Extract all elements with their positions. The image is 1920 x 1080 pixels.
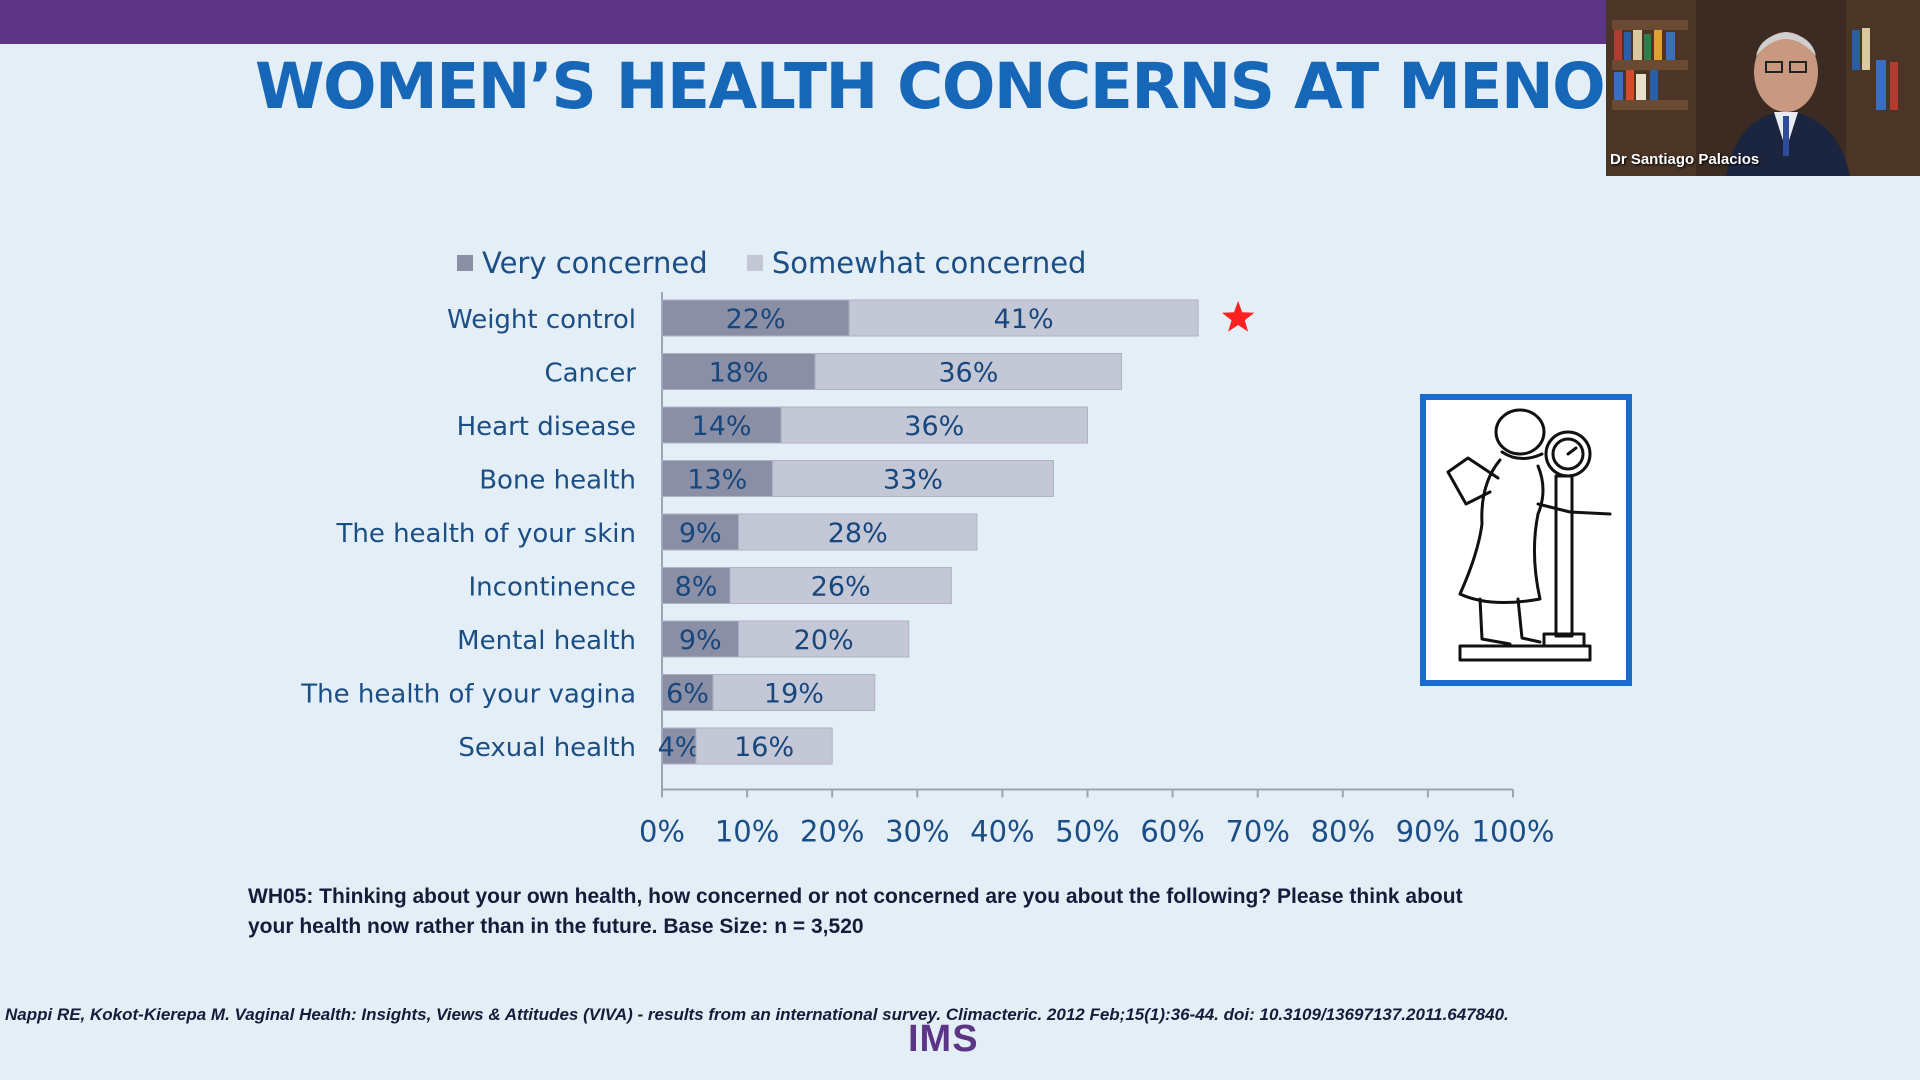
- survey-question-footnote: WH05: Thinking about your own health, ho…: [248, 885, 1463, 938]
- category-label-weight-control: Weight control: [447, 305, 636, 335]
- legend-label-very-concerned: Very concerned: [482, 246, 708, 280]
- x-tick-label: 80%: [1311, 815, 1375, 849]
- category-label-cancer: Cancer: [544, 359, 636, 389]
- star-icon: [1222, 301, 1255, 332]
- legend-swatch-very-concerned: [457, 255, 473, 271]
- speaker-video-frame: [1606, 0, 1920, 176]
- bar-somewhat-concerned-mental-health: [738, 620, 910, 658]
- data-label-somewhat-concerned: 28%: [828, 518, 888, 549]
- speaker-name-label: Dr Santiago Palacios: [1610, 151, 1760, 168]
- speaker-video-tile[interactable]: Dr Santiago Palacios: [1606, 0, 1920, 176]
- bar-very-concerned-the-health-of-your-vagina: [661, 674, 714, 711]
- category-label-mental-health: Mental health: [457, 626, 636, 656]
- data-label-somewhat-concerned: 33%: [883, 465, 943, 496]
- bar-somewhat-concerned-cancer: [814, 353, 1123, 390]
- data-label-somewhat-concerned: 36%: [938, 358, 998, 389]
- bar-somewhat-concerned-the-health-of-your-vagina: [712, 674, 876, 711]
- data-label-very-concerned: 9%: [679, 518, 722, 549]
- category-label-the-health-of-your-vagina: The health of your vagina: [300, 680, 636, 710]
- ims-logo: IMS: [908, 1018, 979, 1060]
- bar-somewhat-concerned-weight-control: [848, 299, 1199, 337]
- reference-citation: Nappi RE, Kokot-Kierepa M. Vaginal Healt…: [5, 1005, 1509, 1024]
- bar-somewhat-concerned-the-health-of-your-skin: [738, 513, 978, 551]
- bar-somewhat-concerned-heart-disease: [780, 406, 1088, 444]
- data-label-very-concerned: 4%: [658, 732, 701, 763]
- chart-legend: Very concerned Somewhat concerned: [457, 244, 1116, 280]
- category-label-heart-disease: Heart disease: [457, 412, 636, 442]
- data-label-somewhat-concerned: 20%: [794, 625, 854, 656]
- x-tick-label: 90%: [1396, 815, 1460, 849]
- data-label-somewhat-concerned: 19%: [764, 679, 824, 710]
- woman-on-scale-icon: [1420, 394, 1632, 686]
- x-tick-label: 20%: [800, 815, 864, 849]
- bar-somewhat-concerned-bone-health: [772, 460, 1054, 497]
- header-bar: [0, 0, 1920, 44]
- legend-item-somewhat-concerned: Somewhat concerned: [746, 246, 1087, 280]
- bar-very-concerned-cancer: [661, 353, 816, 390]
- x-tick-label: 40%: [970, 815, 1034, 849]
- bar-very-concerned-the-health-of-your-skin: [661, 513, 740, 551]
- bar-very-concerned-sexual-health: [661, 727, 697, 765]
- data-label-very-concerned: 14%: [692, 411, 752, 442]
- bar-somewhat-concerned-sexual-health: [695, 727, 833, 765]
- x-tick-label: 10%: [715, 815, 779, 849]
- bar-very-concerned-bone-health: [661, 460, 774, 497]
- data-label-very-concerned: 6%: [666, 679, 709, 710]
- data-label-somewhat-concerned: 16%: [734, 732, 794, 763]
- legend-swatch-somewhat-concerned: [746, 255, 763, 271]
- data-label-very-concerned: 22%: [726, 304, 786, 335]
- data-label-somewhat-concerned: 36%: [904, 411, 964, 442]
- bar-very-concerned-weight-control: [661, 299, 850, 337]
- bar-very-concerned-heart-disease: [661, 406, 782, 444]
- category-label-incontinence: Incontinence: [469, 573, 637, 603]
- category-label-sexual-health: Sexual health: [458, 733, 636, 763]
- data-label-very-concerned: 8%: [675, 572, 718, 603]
- x-tick-label: 30%: [885, 815, 949, 849]
- x-tick-label: 70%: [1225, 815, 1289, 849]
- category-label-the-health-of-your-skin: The health of your skin: [335, 519, 636, 549]
- slide-title: WOMEN’S HEALTH CONCERNS AT MENOPAUSE: [255, 50, 1605, 123]
- data-label-very-concerned: 13%: [687, 465, 747, 496]
- data-label-very-concerned: 9%: [679, 625, 722, 656]
- category-label-bone-health: Bone health: [479, 466, 636, 496]
- data-label-very-concerned: 18%: [709, 358, 769, 389]
- bar-somewhat-concerned-incontinence: [729, 567, 952, 604]
- legend-label-somewhat-concerned: Somewhat concerned: [771, 246, 1087, 280]
- data-label-somewhat-concerned: 41%: [994, 304, 1054, 335]
- x-tick-label: 50%: [1055, 815, 1119, 849]
- x-tick-label: 60%: [1140, 815, 1204, 849]
- x-tick-label: 0%: [639, 815, 685, 849]
- x-tick-label: 100%: [1472, 815, 1555, 849]
- data-label-somewhat-concerned: 26%: [811, 572, 871, 603]
- legend-item-very-concerned: Very concerned: [457, 246, 708, 280]
